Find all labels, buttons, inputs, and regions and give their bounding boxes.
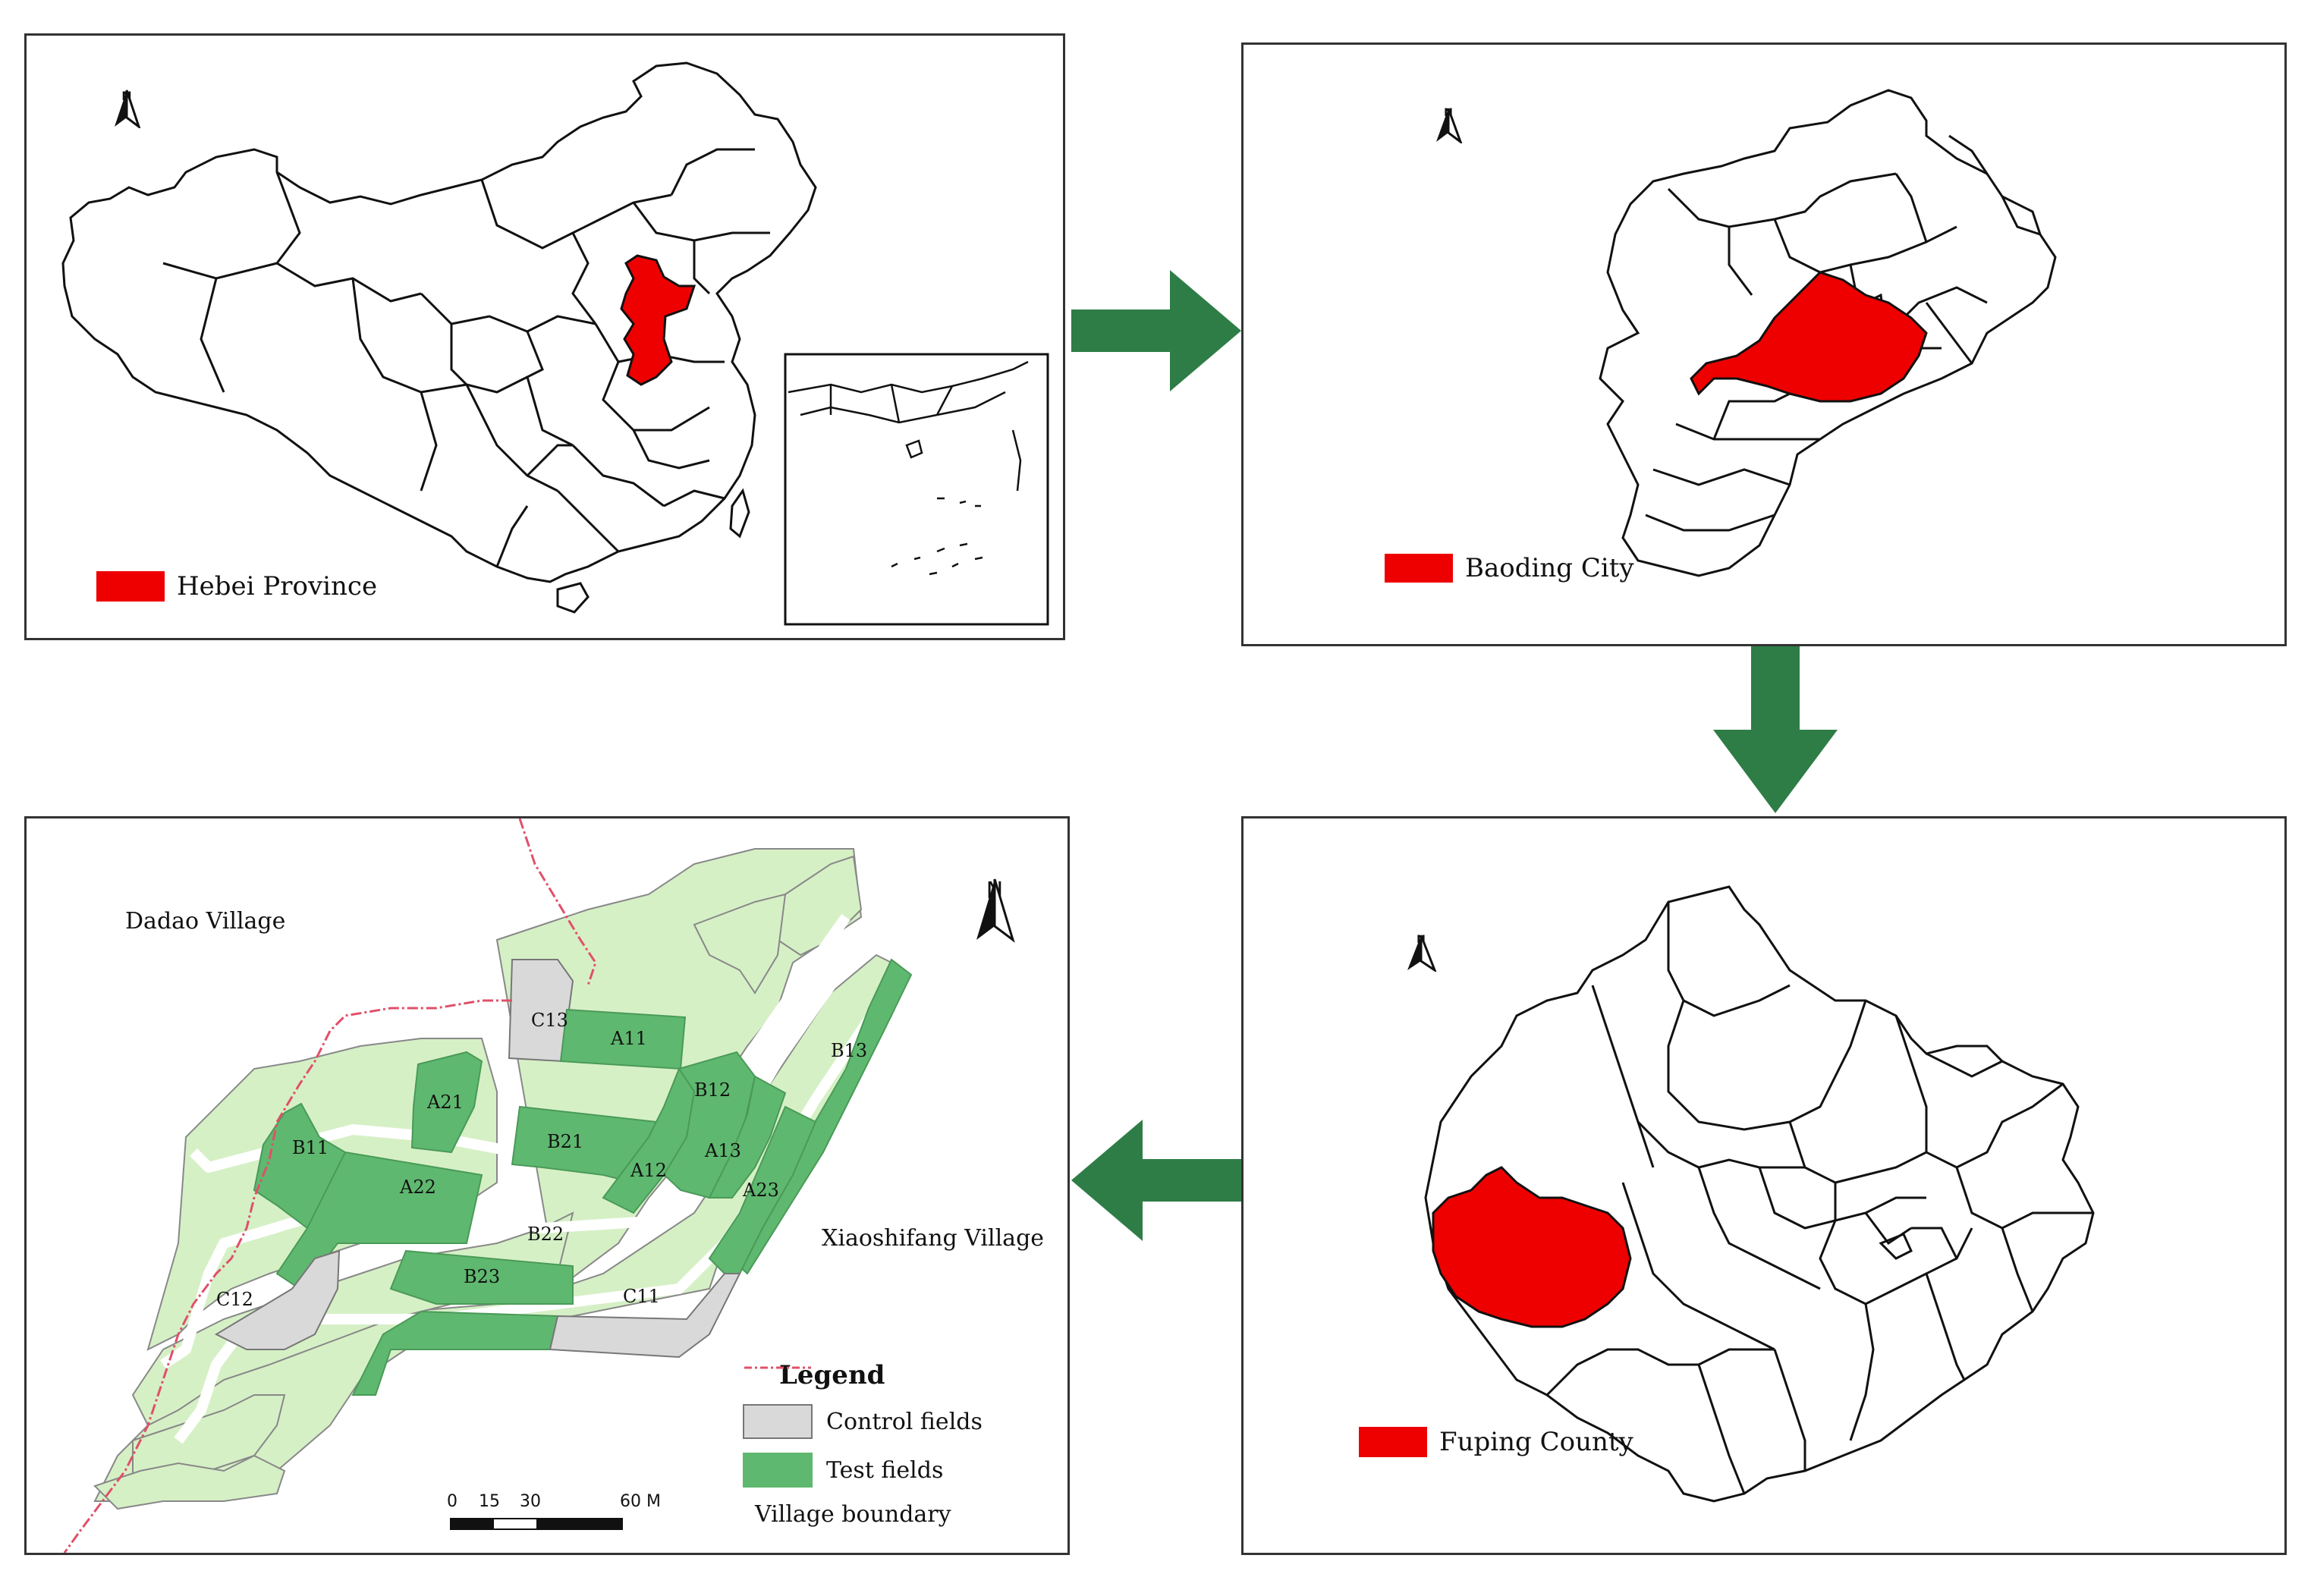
north-arrow: N — [112, 89, 142, 128]
legend-label: Baoding City — [1465, 553, 1634, 583]
hebei-map-panel: N Baoding City — [1241, 42, 2287, 646]
field-a21-label: A21 — [427, 1092, 464, 1113]
scale-bar: 0 15 30 60 M — [439, 1492, 682, 1538]
field-a11-label: A11 — [611, 1028, 647, 1049]
arrow-right-icon — [1071, 270, 1241, 391]
arrow-down-icon — [1713, 646, 1838, 813]
control-field-swatch — [743, 1404, 813, 1439]
xiaoshifang-village-label: Xiaoshifang Village — [822, 1225, 1045, 1252]
china-map-panel: N Hebei Province — [24, 33, 1065, 640]
legend-control-row: Control fields — [743, 1404, 1061, 1439]
hebei-highlight — [620, 254, 696, 386]
north-arrow-icon — [976, 878, 1015, 943]
scale-tick-label: 0 — [447, 1492, 457, 1511]
field-b13-label: B13 — [831, 1040, 868, 1061]
village-boundary-swatch — [744, 1366, 811, 1369]
field-a13-label: A13 — [705, 1140, 741, 1161]
field-a21-shape — [410, 1051, 483, 1154]
scale-tick-label: 15 — [479, 1492, 500, 1511]
field-c11-shape — [549, 1273, 741, 1359]
field-a12-label: A12 — [630, 1160, 667, 1181]
hainan-island — [556, 582, 590, 614]
field-a22-label: A22 — [400, 1177, 436, 1198]
north-arrow-icon — [115, 90, 141, 128]
north-arrow-icon — [1436, 108, 1463, 143]
scale-tick-label: 30 — [520, 1492, 541, 1511]
baoding-map-panel: N Fuping County — [1241, 816, 2287, 1555]
fields-layer — [214, 958, 913, 1396]
village-boundary-line — [63, 818, 597, 1553]
field-c12-shape — [214, 1249, 341, 1350]
taiwan-island — [729, 488, 750, 539]
legend-title: Legend — [779, 1360, 885, 1390]
field-b22-label: B22 — [527, 1224, 564, 1245]
legend-swatch — [96, 571, 165, 602]
dadao-village-label: Dadao Village — [125, 908, 286, 935]
field-a23-label: A23 — [743, 1180, 779, 1201]
village-boundary-label: Village boundary — [755, 1501, 951, 1528]
map-legend: Baoding City — [1385, 553, 1634, 583]
arrow-left-icon — [1071, 1120, 1241, 1241]
field-b11-label: B11 — [292, 1137, 329, 1158]
field-c13-label: C13 — [531, 1010, 568, 1031]
field-b21-label: B21 — [547, 1131, 584, 1152]
legend-swatch — [1359, 1427, 1427, 1457]
legend-test-row: Test fields — [743, 1453, 1061, 1488]
baoding-map — [1424, 885, 2095, 1503]
scale-tick-label: 60 M — [620, 1492, 661, 1511]
north-arrow-icon — [1407, 935, 1437, 972]
map-legend: Hebei Province — [96, 571, 377, 602]
field-b23-label: B23 — [464, 1266, 501, 1287]
fuping-highlight — [1432, 1166, 1632, 1328]
south-china-sea-inset — [784, 353, 1049, 626]
field-a13-shape — [708, 1075, 787, 1199]
field-c12-label: C12 — [216, 1289, 253, 1310]
control-field-label: Control fields — [826, 1408, 983, 1435]
legend-boundary-row: Village boundary — [743, 1366, 1061, 1528]
north-arrow: N — [972, 878, 1017, 943]
test-field-label: Test fields — [826, 1456, 944, 1484]
field-c11-label: C11 — [623, 1286, 660, 1307]
site-map — [63, 818, 913, 1553]
map-legend: Fuping County — [1359, 1427, 1633, 1457]
china-map — [61, 61, 1049, 626]
north-arrow: N — [1433, 107, 1464, 143]
site-map-panel: C13 A11 B12 B13 A21 B21 B11 A12 A13 A22 A23 B22 B23 C… — [24, 816, 1070, 1555]
china-outline — [61, 61, 817, 583]
baoding-highlight — [1690, 271, 1928, 403]
test-field-swatch — [743, 1453, 813, 1488]
field-b22-shape — [389, 1249, 574, 1305]
north-arrow: N — [1404, 934, 1438, 972]
legend-label: Hebei Province — [177, 571, 378, 602]
baoding-outline — [1424, 885, 2095, 1503]
site-legend: Legend Control fields Test fields Villag… — [743, 1360, 1061, 1528]
field-a12-shape — [602, 1067, 696, 1214]
hebei-map — [1599, 89, 2057, 577]
hebei-outline — [1599, 89, 2057, 577]
legend-label: Fuping County — [1439, 1427, 1633, 1457]
field-b12-label: B12 — [694, 1079, 731, 1101]
legend-swatch — [1385, 554, 1453, 583]
scale-bar-graphic — [450, 1518, 623, 1530]
